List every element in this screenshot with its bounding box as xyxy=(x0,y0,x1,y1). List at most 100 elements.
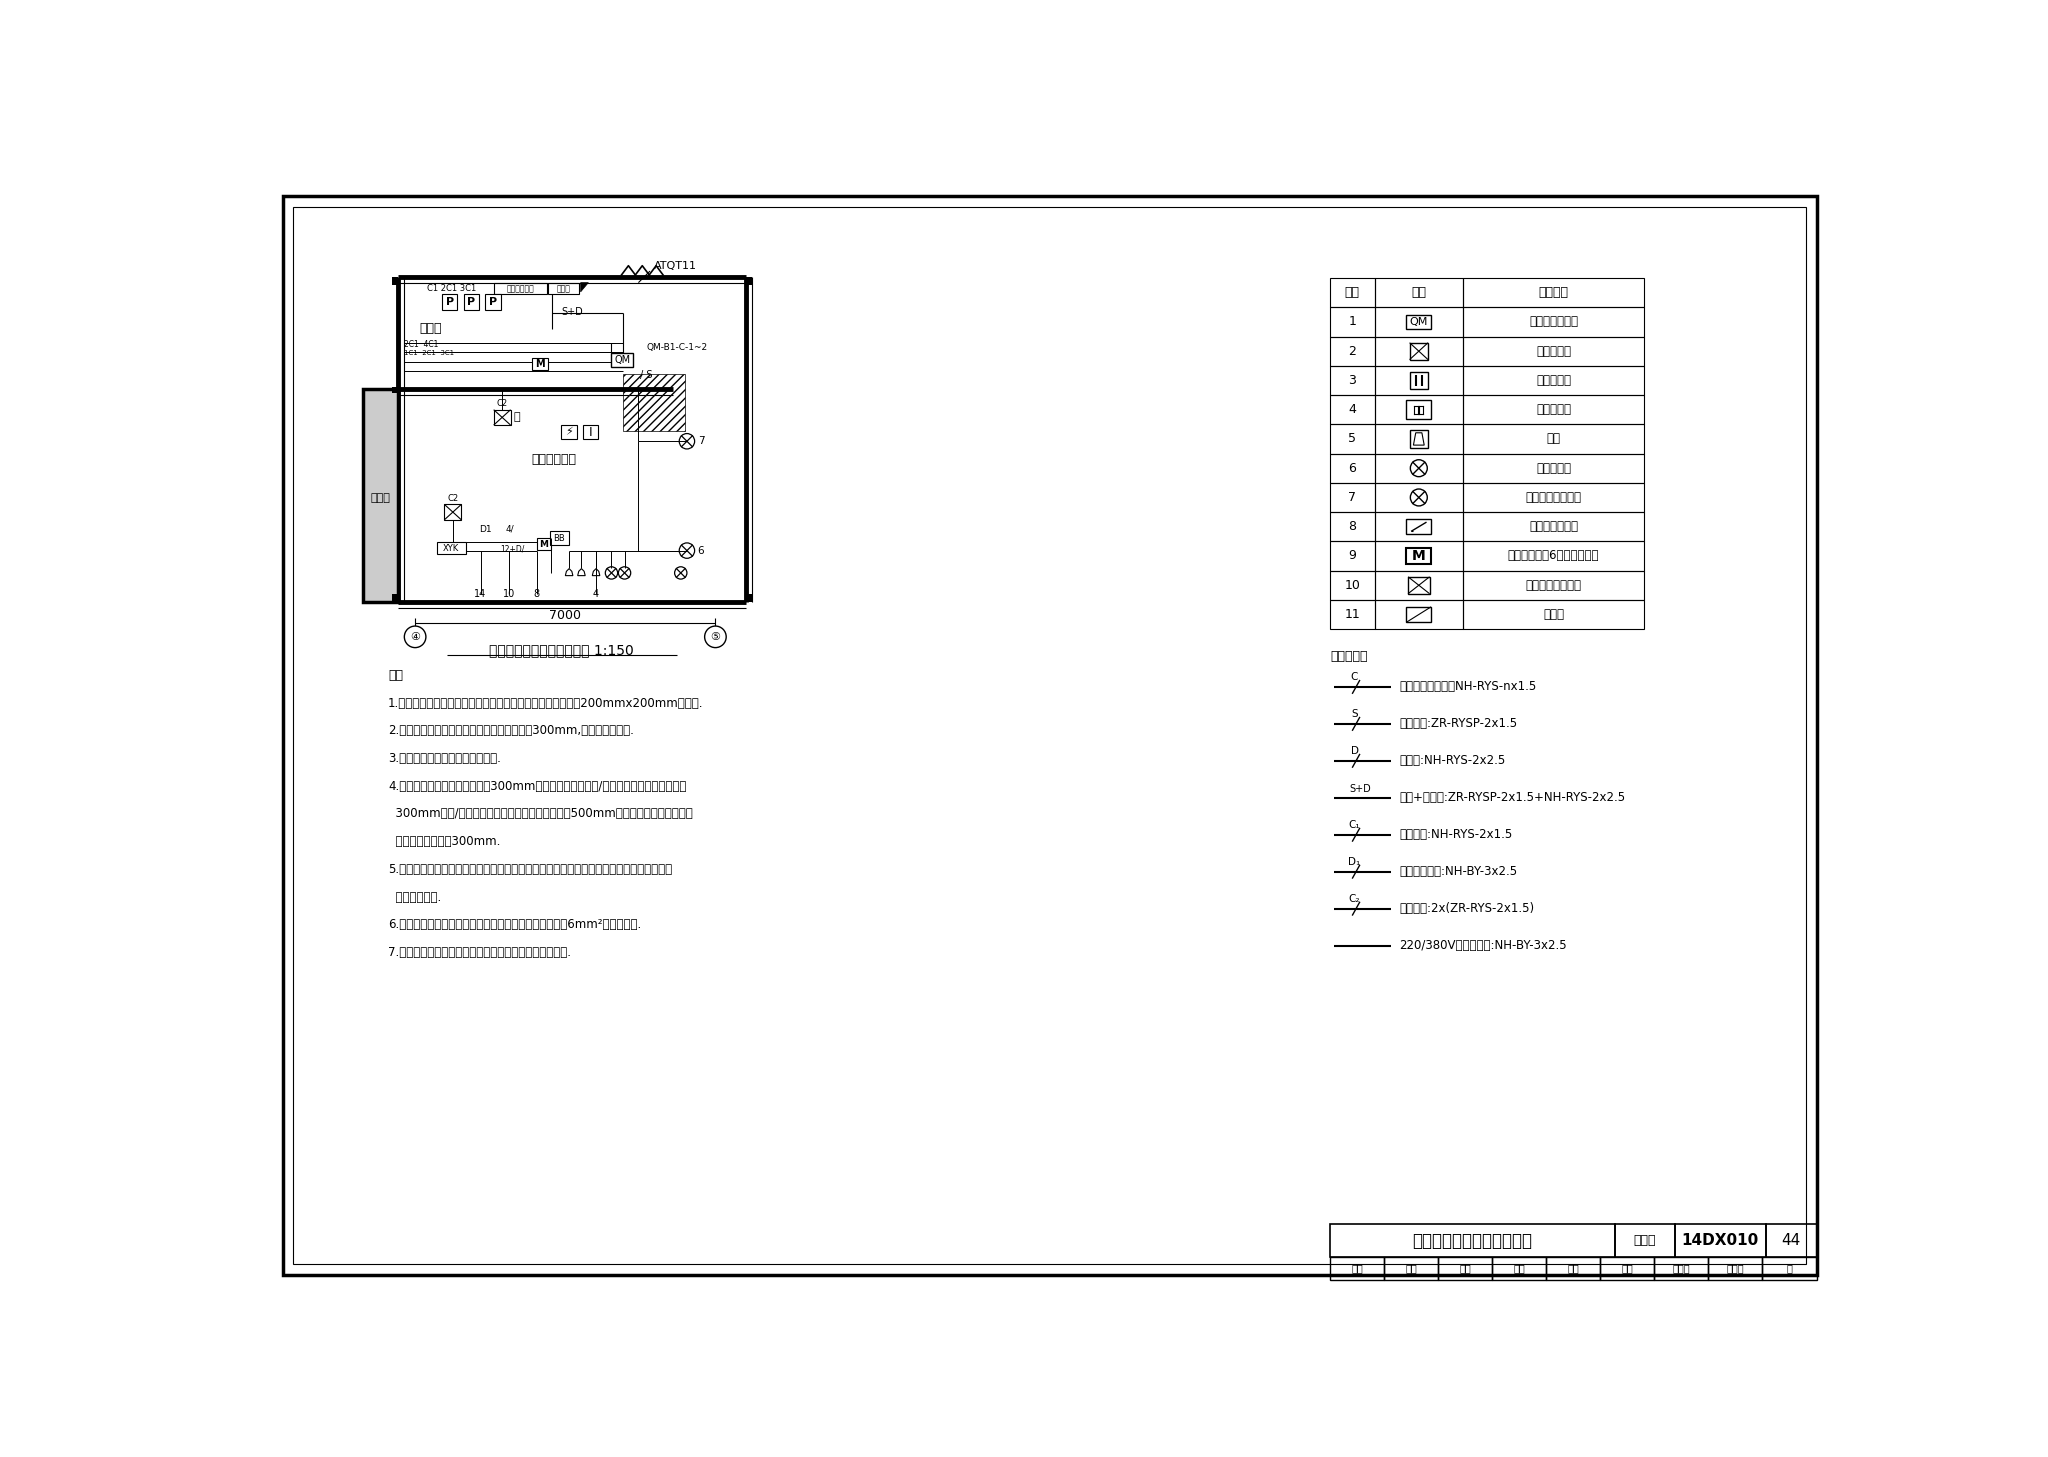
Text: 阀门监控:2x(ZR-RYS-2x1.5): 阀门监控:2x(ZR-RYS-2x1.5) xyxy=(1399,902,1534,915)
Text: ⑤: ⑤ xyxy=(711,632,721,643)
Text: 警铃之间的间距为300mm.: 警铃之间的间距为300mm. xyxy=(389,835,500,848)
Text: 审定: 审定 xyxy=(1405,1263,1417,1273)
Bar xyxy=(494,409,510,425)
Bar xyxy=(436,542,467,555)
Text: 9: 9 xyxy=(1348,549,1356,562)
Text: 电源线:NH-RYS-2x2.5: 电源线:NH-RYS-2x2.5 xyxy=(1399,755,1505,768)
Text: 1.气体灭火报警设备各预埋盒尺寸为标准接线盒，模块箱预留200mmx200mm接线盒.: 1.气体灭火报警设备各预埋盒尺寸为标准接线盒，模块箱预留200mmx200mm接… xyxy=(389,696,705,710)
Bar xyxy=(1329,307,1374,337)
Bar xyxy=(537,538,551,549)
Bar xyxy=(745,594,752,602)
Text: ATQT11: ATQT11 xyxy=(653,261,696,271)
Text: 线型参考：: 线型参考： xyxy=(1329,650,1368,663)
Text: 气体灭火报警、控制平面图 1:150: 气体灭火报警、控制平面图 1:150 xyxy=(489,644,633,657)
Bar xyxy=(1675,1224,1765,1257)
Bar xyxy=(1329,453,1374,482)
Bar xyxy=(1329,511,1374,542)
Text: 弱电接地端子: 弱电接地端子 xyxy=(506,284,535,293)
Bar xyxy=(1765,1224,1817,1257)
Text: M: M xyxy=(539,541,549,549)
Text: 1C1  2C1  3C1: 1C1 2C1 3C1 xyxy=(403,351,455,357)
Text: ④: ④ xyxy=(410,632,420,643)
Text: 屏蔽门设备室: 屏蔽门设备室 xyxy=(530,453,575,466)
Bar xyxy=(1374,511,1462,542)
Text: 7: 7 xyxy=(1348,491,1356,504)
Bar xyxy=(1374,366,1462,395)
Text: 注：: 注： xyxy=(389,669,403,682)
Bar xyxy=(1409,342,1427,360)
Bar xyxy=(391,594,397,602)
Text: 12+D/: 12+D/ xyxy=(500,545,524,554)
Bar xyxy=(1763,1257,1817,1279)
Bar xyxy=(1384,1257,1438,1279)
Text: 8: 8 xyxy=(1348,520,1356,533)
Bar xyxy=(494,283,547,294)
Bar xyxy=(1374,453,1462,482)
Text: 4: 4 xyxy=(1348,404,1356,417)
Text: ⚡: ⚡ xyxy=(565,427,573,437)
Text: 气体灭火报警及控制平面图: 气体灭火报警及控制平面图 xyxy=(1413,1231,1532,1250)
Text: M: M xyxy=(1411,549,1425,562)
Bar xyxy=(1374,600,1462,629)
Text: 设备名称: 设备名称 xyxy=(1538,286,1569,299)
Text: 300mm；手/自动转换开关与模块箱之间的间距为500mm；放气灯与声光报警器与: 300mm；手/自动转换开关与模块箱之间的间距为500mm；放气灯与声光报警器与 xyxy=(389,807,692,820)
Bar xyxy=(1708,1257,1763,1279)
Text: C₁: C₁ xyxy=(1350,820,1360,829)
Bar xyxy=(1329,278,1374,307)
Text: C1 2C1 3C1: C1 2C1 3C1 xyxy=(426,284,475,293)
Text: 3.模块箱预留两根预埋管至吊顶内.: 3.模块箱预留两根预埋管至吊顶内. xyxy=(389,752,502,765)
Bar xyxy=(1438,1257,1493,1279)
Bar xyxy=(561,425,578,439)
Bar xyxy=(1329,337,1374,366)
Bar xyxy=(1462,366,1645,395)
Bar xyxy=(1493,1257,1546,1279)
Bar xyxy=(1462,307,1645,337)
Text: 4.紧急启停按钮与门边的距离为300mm；紧急启停按钮与手/自动转换开关之间的间距为: 4.紧急启停按钮与门边的距离为300mm；紧急启停按钮与手/自动转换开关之间的间… xyxy=(389,779,686,793)
Text: 控制线缆:NH-RYS-2x1.5: 控制线缆:NH-RYS-2x1.5 xyxy=(1399,828,1511,841)
Text: 感温探测器: 感温探测器 xyxy=(1536,374,1571,388)
Text: 4: 4 xyxy=(594,589,600,599)
Text: D: D xyxy=(1350,746,1358,756)
Text: 阀: 阀 xyxy=(514,412,520,423)
Bar xyxy=(1462,511,1645,542)
Text: C2: C2 xyxy=(446,494,459,503)
Bar xyxy=(1462,600,1645,629)
Bar xyxy=(1329,482,1374,511)
Bar xyxy=(1407,606,1432,622)
Text: 控制线缆，选型为NH-RYS-nx1.5: 控制线缆，选型为NH-RYS-nx1.5 xyxy=(1399,680,1536,694)
Text: 10: 10 xyxy=(1343,578,1360,592)
Text: 7: 7 xyxy=(698,436,705,446)
Text: 220/380V动力电源线:NH-BY-3x2.5: 220/380V动力电源线:NH-BY-3x2.5 xyxy=(1399,940,1567,951)
Bar xyxy=(1374,424,1462,453)
Text: D1: D1 xyxy=(479,525,492,533)
Text: 2C1  4C1: 2C1 4C1 xyxy=(403,339,438,348)
Bar xyxy=(1462,337,1645,366)
Text: 6: 6 xyxy=(1348,462,1356,475)
Bar xyxy=(1374,571,1462,600)
Circle shape xyxy=(403,627,426,647)
Text: 1: 1 xyxy=(1348,315,1356,328)
Bar xyxy=(1374,278,1462,307)
Text: 5: 5 xyxy=(1348,433,1356,446)
Bar xyxy=(1329,366,1374,395)
Text: M: M xyxy=(535,360,545,369)
Text: 7.图中穿线管、预留、预埋管型号及管径由具体工程确定.: 7.图中穿线管、预留、预埋管型号及管径由具体工程确定. xyxy=(389,946,571,959)
Text: 声光报警器: 声光报警器 xyxy=(1536,404,1571,417)
Text: S+D: S+D xyxy=(561,307,584,318)
Bar xyxy=(1655,1257,1708,1279)
Bar xyxy=(1407,315,1432,329)
Text: C: C xyxy=(1352,672,1358,682)
Text: 6: 6 xyxy=(698,545,705,555)
Text: 云义: 云义 xyxy=(1567,1263,1579,1273)
Bar xyxy=(1329,571,1374,600)
Bar xyxy=(1462,278,1645,307)
Text: 滤压口电源线:NH-BY-3x2.5: 滤压口电源线:NH-BY-3x2.5 xyxy=(1399,865,1518,879)
Bar xyxy=(1462,571,1645,600)
Text: 设计: 设计 xyxy=(1622,1263,1632,1273)
Text: P: P xyxy=(467,297,475,307)
Bar xyxy=(1409,372,1427,389)
Text: 手自动转换开关: 手自动转换开关 xyxy=(1530,520,1579,533)
Bar xyxy=(1407,401,1432,420)
Text: 11: 11 xyxy=(1343,608,1360,621)
Text: 地址总线:ZR-RYSP-2x1.5: 地址总线:ZR-RYSP-2x1.5 xyxy=(1399,717,1518,730)
